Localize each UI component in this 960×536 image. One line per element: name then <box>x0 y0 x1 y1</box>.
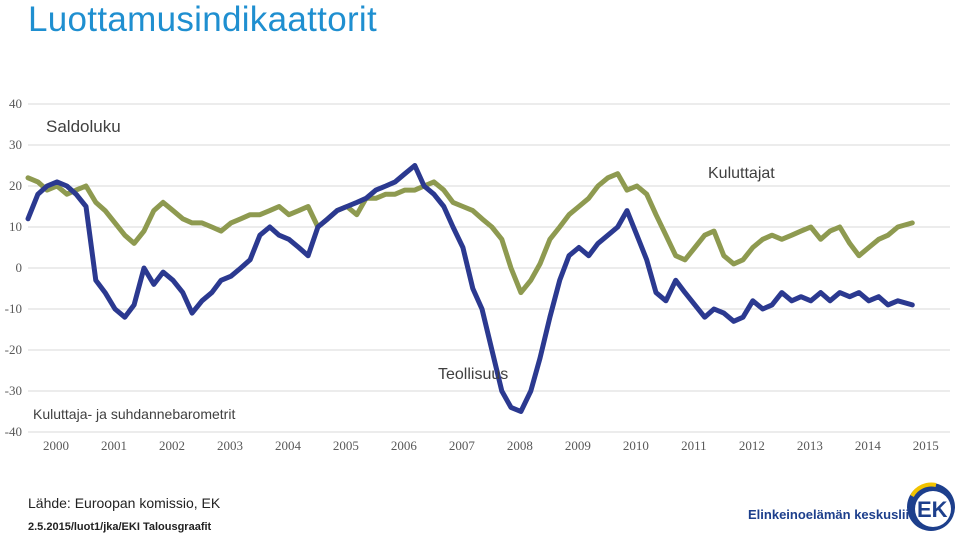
x-tick-label: 2008 <box>507 438 533 453</box>
label-kuluttajat: Kuluttajat <box>708 165 775 182</box>
organization-name: Elinkeinoelämän keskusliitto <box>748 507 926 522</box>
x-tick-label: 2011 <box>681 438 707 453</box>
y-tick-label: -30 <box>5 383 22 398</box>
y-tick-label: 30 <box>9 137 22 152</box>
x-tick-label: 2002 <box>159 438 185 453</box>
chart-subtitle: Kuluttaja- ja suhdannebarometrit <box>33 406 235 422</box>
x-tick-label: 2004 <box>275 438 302 453</box>
ek-logo: EK <box>907 482 955 531</box>
x-tick-label: 2006 <box>391 438 418 453</box>
source-note: Lähde: Euroopan komissio, EK <box>28 495 221 511</box>
y-tick-label: -40 <box>5 424 22 439</box>
x-tick-label: 2000 <box>43 438 69 453</box>
series-line-kuluttajat <box>25 171 915 296</box>
x-tick-label: 2003 <box>217 438 243 453</box>
y-axis-ticks: 40 30 20 10 0 -10 -20 -30 -40 <box>5 96 22 439</box>
series-line-teollisuus <box>25 163 915 414</box>
y-tick-label: 10 <box>9 219 22 234</box>
y-tick-label: 40 <box>9 96 22 111</box>
y-tick-label: -20 <box>5 342 22 357</box>
y-tick-label: -10 <box>5 301 22 316</box>
x-tick-label: 2007 <box>449 438 476 453</box>
y-tick-label: 0 <box>16 260 23 275</box>
y-axis-label: Saldoluku <box>46 117 121 136</box>
y-tick-label: 20 <box>9 178 22 193</box>
series-lines <box>25 163 915 414</box>
x-tick-label: 2015 <box>913 438 939 453</box>
x-tick-label: 2014 <box>855 438 882 453</box>
gridlines <box>28 103 950 433</box>
logo-accent <box>910 482 937 498</box>
svg-text:EK: EK <box>917 497 948 522</box>
page-title: Luottamusindikaattorit <box>28 0 378 39</box>
x-tick-label: 2013 <box>797 438 823 453</box>
x-tick-label: 2001 <box>101 438 127 453</box>
x-tick-label: 2009 <box>565 438 591 453</box>
x-axis-ticks: 2000 2001 2002 2003 2004 2005 2006 2007 2008 2009… <box>43 438 939 453</box>
x-tick-label: 2012 <box>739 438 765 453</box>
label-teollisuus: Teollisuus <box>438 366 508 383</box>
date-note: 2.5.2015/luot1/jka/EKI Talousgraafit <box>28 521 212 533</box>
x-tick-label: 2010 <box>623 438 649 453</box>
x-tick-label: 2005 <box>333 438 359 453</box>
